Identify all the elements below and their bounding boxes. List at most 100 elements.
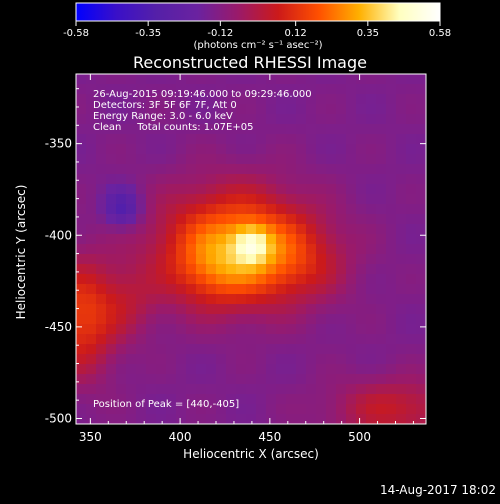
heatmap-cell [116,104,127,115]
heatmap-cell [176,264,187,275]
heatmap-cell [146,214,157,225]
heatmap-cell [146,194,157,205]
heatmap-cell [256,254,267,265]
heatmap-cell [246,174,257,185]
heatmap-cell [246,194,257,205]
heatmap-cell [346,184,357,195]
heatmap-cell [76,224,87,235]
heatmap-cell [136,84,147,95]
heatmap-cell [196,344,207,355]
heatmap-cell [196,94,207,105]
heatmap-cell [316,344,327,355]
heatmap-cell [236,404,247,415]
heatmap-cell [286,244,297,255]
heatmap-cell [76,94,87,105]
heatmap-cell [106,364,117,375]
heatmap-cell [396,74,407,85]
heatmap-cell [266,344,277,355]
heatmap-cell [186,184,197,195]
heatmap-cell [166,134,177,145]
heatmap-cell [286,334,297,345]
heatmap-cell [86,94,97,105]
heatmap-cell [376,244,387,255]
heatmap-cell [306,384,317,395]
heatmap-cell [236,274,247,285]
heatmap-cell [186,114,197,125]
heatmap-cell [286,264,297,275]
heatmap-cell [246,94,257,105]
heatmap-cell [186,144,197,155]
heatmap-cell [186,384,197,395]
heatmap-cell [266,394,277,405]
heatmap-cell [376,94,387,105]
heatmap-cell [356,264,367,275]
heatmap-cell [346,274,357,285]
heatmap-cell [176,284,187,295]
heatmap-cell [236,244,247,255]
heatmap-cell [326,264,337,275]
heatmap-cell [156,174,167,185]
heatmap-cell [216,104,227,115]
heatmap-cell [196,124,207,135]
heatmap-cell [376,84,387,95]
heatmap-cell [386,284,397,295]
heatmap-cell [196,404,207,415]
heatmap-cell [116,264,127,275]
heatmap-cell [76,334,87,345]
heatmap-cell [326,354,337,365]
heatmap-cell [216,264,227,275]
heatmap-cell [146,124,157,135]
x-tick-label: 500 [348,430,371,444]
heatmap-cell [216,404,227,415]
heatmap-cell [266,234,277,245]
heatmap-cell [296,394,307,405]
heatmap-cell [356,114,367,125]
heatmap-cell [226,394,237,405]
heatmap-cell [386,144,397,155]
heatmap-cell [96,114,107,125]
heatmap-cell [216,324,227,335]
heatmap-cell [96,174,107,185]
heatmap-cell [236,174,247,185]
heatmap-cell [176,94,187,105]
heatmap-cell [196,354,207,365]
heatmap-cell [166,404,177,415]
heatmap-cell [356,304,367,315]
heatmap-cell [346,314,357,325]
heatmap-cell [106,314,117,325]
heatmap-cell [146,294,157,305]
heatmap-cell [196,144,207,155]
heatmap-cell [206,254,217,265]
heatmap-cell [196,374,207,385]
heatmap-cell [246,304,257,315]
heatmap-cell [126,384,137,395]
heatmap-cell [226,304,237,315]
heatmap-cell [366,164,377,175]
heatmap-cell [186,314,197,325]
heatmap-cell [226,284,237,295]
heatmap-cell [296,324,307,335]
heatmap-cell [336,244,347,255]
heatmap-cell [176,314,187,325]
heatmap-cell [266,194,277,205]
heatmap-cell [346,334,357,345]
heatmap-cell [326,134,337,145]
heatmap-cell [166,254,177,265]
heatmap-cell [116,124,127,135]
heatmap-cell [96,244,107,255]
heatmap-cell [366,264,377,275]
heatmap-cell [206,384,217,395]
heatmap-cell [346,284,357,295]
heatmap-cell [296,114,307,125]
heatmap-cell [286,204,297,215]
heatmap-cell [406,394,417,405]
heatmap-cell [166,384,177,395]
heatmap-cell [336,284,347,295]
heatmap-cell [216,134,227,145]
heatmap-cell [96,184,107,195]
heatmap-cell [116,354,127,365]
heatmap-cell [416,304,427,315]
heatmap-cell [416,294,427,305]
heatmap-cell [256,124,267,135]
heatmap-cell [256,324,267,335]
